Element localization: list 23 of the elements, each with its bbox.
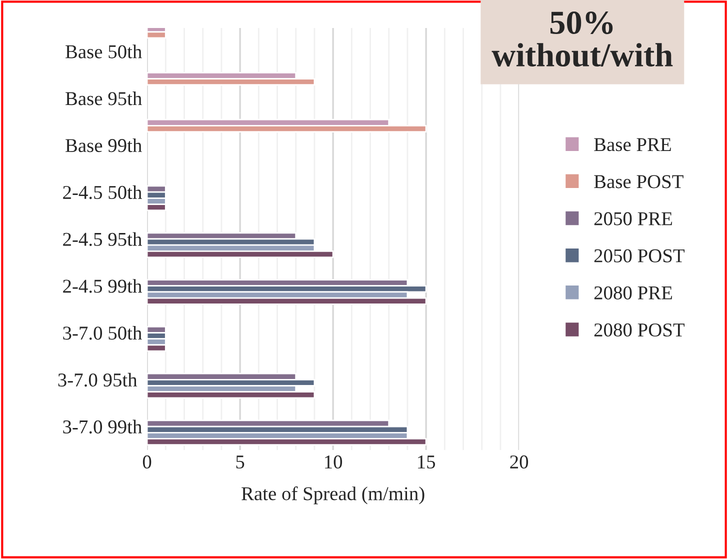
y-tick-label: Base 50th (66, 44, 142, 58)
y-tick-label: 3-7.0 50th (63, 326, 142, 340)
y-tick-label: 2-4.5 99th (63, 279, 142, 293)
x-axis-title: Rate of Spread (m/min) (242, 486, 424, 504)
bar (147, 31, 166, 39)
legend-label: 2050 POST (594, 249, 685, 262)
x-tick-label: 10 (325, 455, 342, 469)
legend-label: 2080 POST (594, 323, 685, 337)
annotation: 50% without/with (492, 12, 673, 67)
y-tick-label: 2-4.5 95th (63, 232, 142, 246)
legend-label: Base POST (594, 175, 684, 188)
y-tick-label: 2-4.5 50th (63, 185, 142, 200)
y-tick-label: Base 95th (66, 92, 142, 106)
x-tick-label: 5 (236, 456, 244, 469)
y-tick-label: 3-7.0 95th (58, 372, 138, 387)
x-tick-label: 0 (142, 455, 152, 469)
legend-label: 2050 PRE (594, 212, 672, 226)
y-tick-label: 3-7.0 99th (63, 420, 142, 434)
legend-label: 2080 PRE (594, 286, 672, 300)
legend-label: Base PRE (594, 138, 671, 152)
x-tick-label: 15 (418, 456, 436, 469)
x-tick-label: 20 (510, 455, 528, 469)
y-tick-label: Base 99th (66, 138, 142, 152)
